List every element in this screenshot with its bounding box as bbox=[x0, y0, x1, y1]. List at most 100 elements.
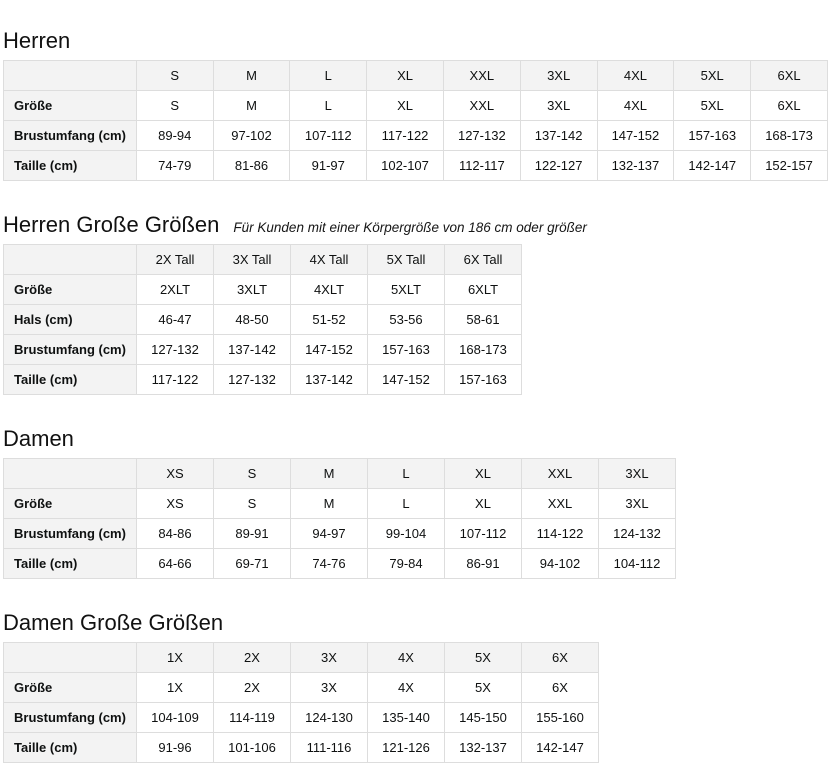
size-cell: 104-112 bbox=[598, 548, 676, 579]
size-cell: 99-104 bbox=[367, 518, 445, 549]
size-cell: 157-163 bbox=[673, 120, 752, 151]
section-heading-row: Damen bbox=[3, 426, 828, 452]
column-header: 3XL bbox=[598, 458, 676, 489]
size-cell: XXL bbox=[521, 488, 599, 519]
table-row: Brustumfang (cm) 89-94 97-102 107-112 117-12… bbox=[3, 120, 828, 151]
size-cell: 94-97 bbox=[290, 518, 368, 549]
row-label: Taille (cm) bbox=[3, 548, 137, 579]
size-table-damen: XS S M L XL XXL 3XL Größe XS S M L XL XXL 3XL Brustumfa… bbox=[3, 458, 676, 579]
size-cell: 3XL bbox=[598, 488, 676, 519]
column-header: 4X Tall bbox=[290, 244, 368, 275]
size-cell: 114-122 bbox=[521, 518, 599, 549]
size-cell: M bbox=[212, 90, 291, 121]
size-cell: 152-157 bbox=[750, 150, 828, 181]
column-header: XS bbox=[136, 458, 214, 489]
section-title-damen-grosse-groessen: Damen Große Größen bbox=[3, 610, 224, 635]
size-table-herren-grosse-groessen: 2X Tall 3X Tall 4X Tall 5X Tall 6X Tall Größe… bbox=[3, 244, 522, 395]
row-label: Taille (cm) bbox=[3, 150, 137, 181]
size-cell: 91-96 bbox=[136, 732, 214, 763]
size-table-herren: S M L XL XXL 3XL 4XL 5XL 6XL Größe S M L XL XXL 3XL 4XL 5… bbox=[3, 60, 828, 181]
size-cell: 97-102 bbox=[212, 120, 291, 151]
column-header: L bbox=[367, 458, 445, 489]
section-herren-grosse-groessen: Herren Große Größen Für Kunden mit einer… bbox=[3, 212, 828, 395]
row-label: Größe bbox=[3, 90, 137, 121]
table-row: Brustumfang (cm) 84-86 89-91 94-97 99-104 107… bbox=[3, 518, 676, 549]
size-cell: XXL bbox=[442, 90, 521, 121]
column-header: 2X Tall bbox=[136, 244, 214, 275]
section-damen: Damen XS S M L XL XXL 3XL Größe XS S M L XL XXL 3XL Bru… bbox=[3, 426, 828, 579]
size-cell: 6XLT bbox=[444, 274, 522, 305]
size-cell: 155-160 bbox=[521, 702, 599, 733]
size-cell: 6XL bbox=[750, 90, 828, 121]
size-cell: 147-152 bbox=[367, 364, 445, 395]
row-label: Hals (cm) bbox=[3, 304, 137, 335]
section-heading-row: Herren Große Größen Für Kunden mit einer… bbox=[3, 212, 828, 238]
size-cell: M bbox=[290, 488, 368, 519]
size-cell: 107-112 bbox=[289, 120, 368, 151]
size-cell: 94-102 bbox=[521, 548, 599, 579]
size-cell: 79-84 bbox=[367, 548, 445, 579]
table-row: Größe 2XLT 3XLT 4XLT 5XLT 6XLT bbox=[3, 274, 522, 305]
row-label: Brustumfang (cm) bbox=[3, 702, 137, 733]
section-subtitle-koerpergroesse-note: Für Kunden mit einer Körpergröße von 186… bbox=[233, 220, 587, 235]
column-header: 5XL bbox=[673, 60, 752, 91]
corner-cell bbox=[3, 60, 137, 91]
table-row: Größe 1X 2X 3X 4X 5X 6X bbox=[3, 672, 599, 703]
corner-cell bbox=[3, 458, 137, 489]
size-cell: 3XL bbox=[519, 90, 598, 121]
column-header: 5X Tall bbox=[367, 244, 445, 275]
size-cell: 58-61 bbox=[444, 304, 522, 335]
column-header: XXL bbox=[521, 458, 599, 489]
size-cell: XS bbox=[136, 488, 214, 519]
size-cell: 114-119 bbox=[213, 702, 291, 733]
size-cell: 5XLT bbox=[367, 274, 445, 305]
size-cell: 168-173 bbox=[750, 120, 828, 151]
size-header-row: 2X Tall 3X Tall 4X Tall 5X Tall 6X Tall bbox=[3, 244, 522, 275]
section-damen-grosse-groessen: Damen Große Größen 1X 2X 3X 4X 5X 6X Größe 1X 2X… bbox=[3, 610, 828, 763]
column-header: S bbox=[135, 60, 214, 91]
table-row: Größe XS S M L XL XXL 3XL bbox=[3, 488, 676, 519]
size-cell: 127-132 bbox=[442, 120, 521, 151]
size-cell: 74-76 bbox=[290, 548, 368, 579]
size-cell: 168-173 bbox=[444, 334, 522, 365]
column-header: 1X bbox=[136, 642, 214, 673]
size-header-row: S M L XL XXL 3XL 4XL 5XL 6XL bbox=[3, 60, 828, 91]
size-cell: 137-142 bbox=[519, 120, 598, 151]
size-cell: 4XLT bbox=[290, 274, 368, 305]
size-cell: L bbox=[289, 90, 368, 121]
table-row: Brustumfang (cm) 127-132 137-142 147-152 157… bbox=[3, 334, 522, 365]
size-cell: XL bbox=[444, 488, 522, 519]
table-row: Taille (cm) 91-96 101-106 111-116 121-126 132… bbox=[3, 732, 599, 763]
section-title-damen: Damen bbox=[3, 426, 74, 451]
size-cell: 147-152 bbox=[596, 120, 675, 151]
size-cell: 89-91 bbox=[213, 518, 291, 549]
size-cell: 5X bbox=[444, 672, 522, 703]
size-cell: 117-122 bbox=[366, 120, 444, 151]
size-cell: 127-132 bbox=[136, 334, 214, 365]
size-cell: 4XL bbox=[596, 90, 675, 121]
column-header: 3X Tall bbox=[213, 244, 291, 275]
column-header: XL bbox=[366, 60, 444, 91]
size-cell: 86-91 bbox=[444, 548, 522, 579]
table-row: Brustumfang (cm) 104-109 114-119 124-130 135… bbox=[3, 702, 599, 733]
size-cell: 2XLT bbox=[136, 274, 214, 305]
column-header: 6XL bbox=[750, 60, 828, 91]
size-cell: 91-97 bbox=[289, 150, 368, 181]
size-cell: 121-126 bbox=[367, 732, 445, 763]
size-cell: 51-52 bbox=[290, 304, 368, 335]
column-header: XXL bbox=[442, 60, 521, 91]
corner-cell bbox=[3, 244, 137, 275]
row-label: Brustumfang (cm) bbox=[3, 518, 137, 549]
column-header: L bbox=[289, 60, 368, 91]
table-row: Hals (cm) 46-47 48-50 51-52 53-56 58-61 bbox=[3, 304, 522, 335]
table-row: Taille (cm) 117-122 127-132 137-142 147-152 1… bbox=[3, 364, 522, 395]
size-cell: 102-107 bbox=[366, 150, 444, 181]
section-heading-row: Damen Große Größen bbox=[3, 610, 828, 636]
size-cell: 157-163 bbox=[444, 364, 522, 395]
column-header: M bbox=[290, 458, 368, 489]
size-cell: S bbox=[213, 488, 291, 519]
section-herren: Herren S M L XL XXL 3XL 4XL 5XL 6XL Größe S M L XL XXL… bbox=[3, 28, 828, 181]
size-cell: 69-71 bbox=[213, 548, 291, 579]
size-cell: 3XLT bbox=[213, 274, 291, 305]
